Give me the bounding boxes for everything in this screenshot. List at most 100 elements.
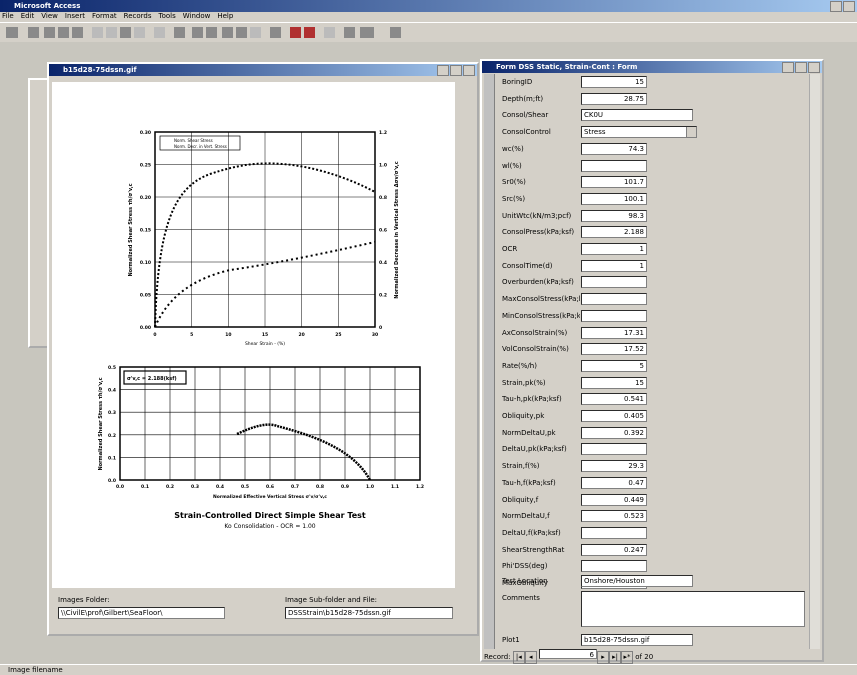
field-label: UnitWtc(kN/m3;pcf) [502, 212, 580, 220]
field-label: AxConsolStrain(%) [502, 329, 580, 337]
field-label: MinConsolStress(kPa;ksf [502, 312, 580, 320]
maximize-button[interactable] [795, 62, 807, 73]
x-tick-label: 20 [299, 332, 305, 338]
text-input[interactable]: 28.75 [581, 93, 647, 105]
text-input[interactable]: 0.405 [581, 410, 647, 422]
first-record-button[interactable]: |◂ [513, 651, 525, 664]
text-input[interactable]: 1 [581, 260, 647, 272]
menu-item[interactable]: Insert [65, 12, 85, 20]
menu-item[interactable]: Tools [159, 12, 176, 20]
field-label: Images Folder: [58, 596, 110, 604]
text-input[interactable]: 0.449 [581, 494, 647, 506]
field-label: Image Sub-folder and File: [285, 596, 377, 604]
menu-item[interactable]: Help [217, 12, 233, 20]
text-input[interactable]: 29.3 [581, 460, 647, 472]
scrollbar[interactable] [809, 74, 820, 649]
field-label: BoringID [502, 78, 580, 86]
x-tick-label: 0.6 [266, 484, 274, 490]
text-input[interactable] [581, 443, 647, 455]
close-button[interactable] [808, 62, 820, 73]
field-label: wl(%) [502, 162, 580, 170]
text-input[interactable]: 1 [581, 243, 647, 255]
text-input[interactable]: Onshore/Houston [581, 575, 693, 587]
minimize-button[interactable] [437, 65, 449, 76]
x-tick-label: 1.2 [416, 484, 424, 490]
text-input[interactable]: 74.3 [581, 143, 647, 155]
text-input[interactable]: CK0U [581, 109, 693, 121]
menu-item[interactable]: View [41, 12, 58, 20]
field-label: ShearStrengthRat [502, 546, 580, 554]
text-input[interactable]: b15d28-75dssn.gif [581, 634, 693, 646]
y-tick-label: 0.1 [108, 455, 116, 461]
menu-item[interactable]: Format [92, 12, 117, 20]
comments-input[interactable] [581, 591, 805, 627]
text-input[interactable]: 0.47 [581, 477, 647, 489]
next-record-button[interactable]: ▸ [597, 651, 609, 664]
x-tick-label: 0.3 [191, 484, 199, 490]
text-input[interactable]: 0.247 [581, 544, 647, 556]
y-tick-label: 0.00 [140, 325, 151, 331]
field-label: Plot1 [502, 636, 520, 644]
text-input[interactable] [581, 527, 647, 539]
toolbar-icons [0, 23, 460, 43]
text-input[interactable]: \\CivilE\prof\Gilbert\SeaFloor\ [58, 607, 225, 619]
record-total: 20 [644, 653, 653, 661]
text-input[interactable] [581, 310, 647, 322]
text-input[interactable]: 0.392 [581, 427, 647, 439]
minimize-button[interactable] [782, 62, 794, 73]
combo-box[interactable]: Stress [581, 126, 697, 138]
form-title-bar: Form DSS Static, Strain-Cont : Form [482, 61, 822, 73]
text-input[interactable]: 101.7 [581, 176, 647, 188]
text-input[interactable]: 15 [581, 377, 647, 389]
close-button[interactable] [463, 65, 475, 76]
text-input[interactable]: 98.3 [581, 210, 647, 222]
record-of: of [635, 653, 642, 661]
text-input[interactable]: 0.523 [581, 510, 647, 522]
restore-button[interactable] [843, 1, 855, 12]
text-input[interactable] [581, 160, 647, 172]
new-record-button[interactable]: ▸* [621, 651, 633, 664]
maximize-button[interactable] [450, 65, 462, 76]
status-bar: Image filename [0, 664, 857, 674]
x-tick-label: 0.9 [341, 484, 349, 490]
prev-record-button[interactable]: ◂ [525, 651, 537, 664]
combo-arrow[interactable] [686, 127, 696, 137]
y-tick-label: 0.4 [108, 388, 116, 394]
x-axis-label: Shear Strain - (%) [245, 341, 285, 347]
chart-title: Strain-Controlled Direct Simple Shear Te… [174, 511, 366, 520]
menu-item[interactable]: Edit [21, 12, 35, 20]
y-tick-label: 0.3 [108, 410, 116, 416]
text-input[interactable]: DSSStrain\b15d28-75dssn.gif [285, 607, 453, 619]
field-label: Tau-h,pk(kPa;ksf) [502, 395, 580, 403]
text-input[interactable]: 15 [581, 76, 647, 88]
menu-item[interactable]: File [2, 12, 14, 20]
last-record-button[interactable]: ▸| [609, 651, 621, 664]
record-navigator: Record: |◂◂ 6▸▸|▸* of 20 [484, 649, 814, 660]
y2-tick-label: 0.6 [379, 228, 387, 234]
x-tick-label: 0.0 [116, 484, 124, 490]
x-tick-label: 0.1 [141, 484, 149, 490]
record-number[interactable]: 6 [539, 649, 597, 659]
text-input[interactable]: 17.52 [581, 343, 647, 355]
text-input[interactable] [581, 293, 647, 305]
text-input[interactable]: 0.541 [581, 393, 647, 405]
y-axis-label: Normalized Shear Stress τh/σ'v,c [98, 377, 104, 470]
x-tick-label: 0.8 [316, 484, 324, 490]
text-input[interactable]: 17.31 [581, 327, 647, 339]
text-input[interactable] [581, 276, 647, 288]
text-input[interactable] [581, 560, 647, 572]
y2-tick-label: 0.2 [379, 293, 387, 299]
menu-item[interactable]: Records [124, 12, 152, 20]
form-title: Form DSS Static, Strain-Cont : Form [496, 63, 637, 71]
field-label: Strain,pk(%) [502, 379, 580, 387]
y-tick-label: 0.5 [108, 365, 116, 371]
scanned-image: Norm. Shear Stress Norm. Decr. in Vert. … [52, 82, 455, 588]
y-tick-label: 0.05 [140, 293, 151, 299]
field-label: Src(%) [502, 195, 580, 203]
menu-item[interactable]: Window [183, 12, 211, 20]
text-input[interactable]: 100.1 [581, 193, 647, 205]
minimize-button[interactable] [830, 1, 842, 12]
text-input[interactable]: 2.188 [581, 226, 647, 238]
text-input[interactable]: 5 [581, 360, 647, 372]
field-label: NormDeltaU,f [502, 512, 580, 520]
